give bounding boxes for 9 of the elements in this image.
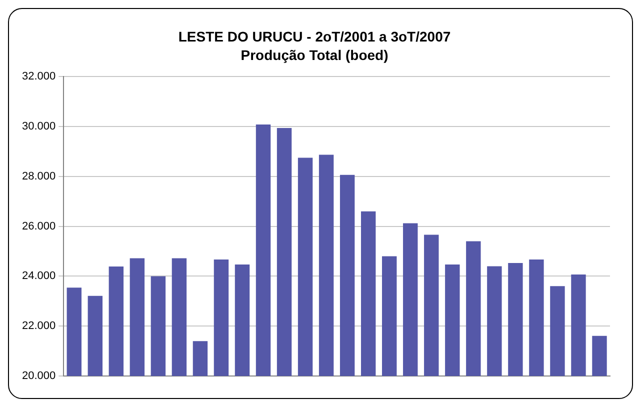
- y-tick-label: 20.000: [22, 370, 56, 382]
- y-tick-label: 26.000: [22, 220, 56, 232]
- y-tick-label: 30.000: [22, 120, 56, 133]
- y-tick-label: 32.000: [22, 70, 56, 83]
- y-tick-label: 24.000: [22, 270, 56, 282]
- y-tick-label: 28.000: [22, 170, 56, 182]
- y-tick-label: 22.000: [22, 320, 56, 332]
- chart-title: LESTE DO URUCU - 2oT/2001 a 3oT/2007: [178, 28, 451, 44]
- chart-subtitle: Produção Total (boed): [240, 47, 388, 64]
